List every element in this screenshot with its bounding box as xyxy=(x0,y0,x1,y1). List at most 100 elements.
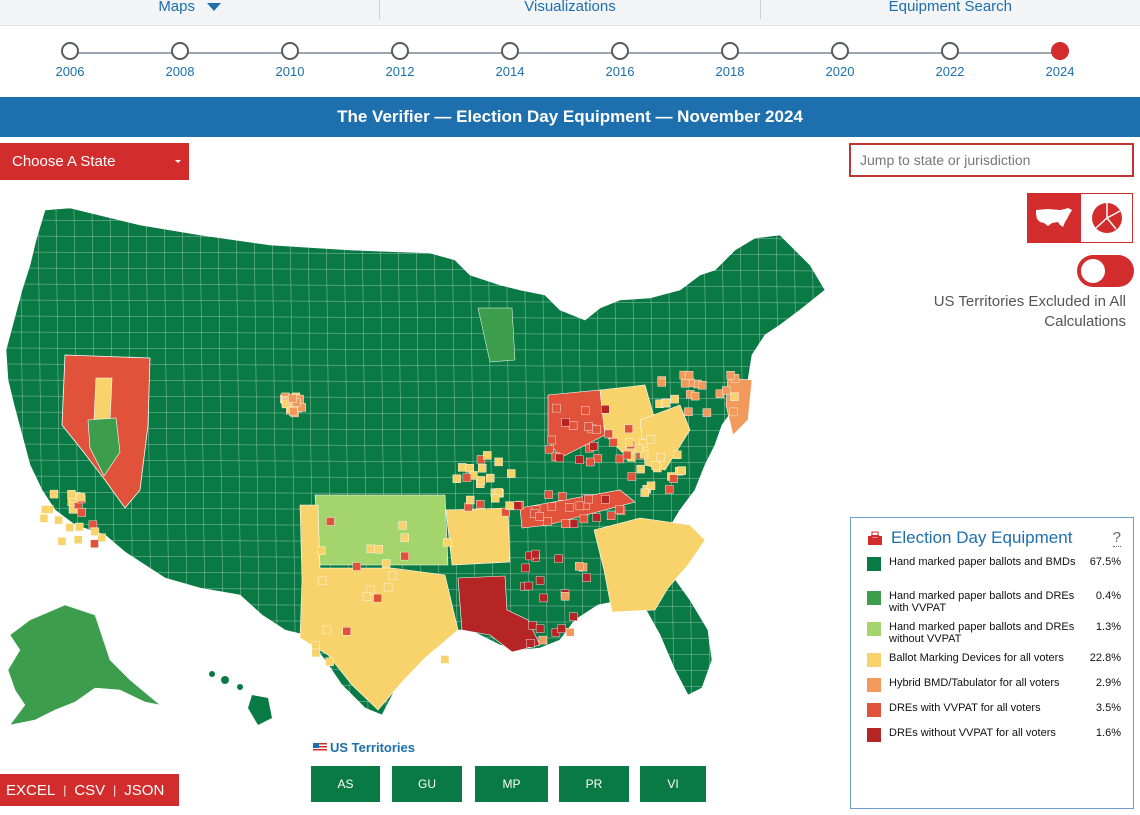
county-patch[interactable] xyxy=(494,457,503,467)
county-patch[interactable] xyxy=(491,494,500,503)
county-patch[interactable] xyxy=(677,466,686,475)
county-patch[interactable] xyxy=(68,505,78,514)
county-patch[interactable] xyxy=(311,641,320,650)
county-patch[interactable] xyxy=(561,519,570,528)
region-bmd-georgia[interactable] xyxy=(593,517,706,613)
county-patch[interactable] xyxy=(670,394,679,404)
county-patch[interactable] xyxy=(592,425,601,434)
county-patch[interactable] xyxy=(680,379,690,388)
county-patch[interactable] xyxy=(557,624,566,633)
legend-item[interactable]: DREs without VVPAT for all voters 1.6% xyxy=(851,727,1133,752)
legend-item[interactable]: Hand marked paper ballots and DREs with … xyxy=(851,590,1133,621)
county-patch[interactable] xyxy=(554,554,563,563)
county-patch[interactable] xyxy=(483,451,492,460)
county-patch[interactable] xyxy=(698,380,707,390)
choose-state-dropdown[interactable]: Choose A State xyxy=(0,143,189,180)
county-patch[interactable] xyxy=(526,639,535,648)
county-patch[interactable] xyxy=(288,394,297,403)
timeline-year-2020[interactable]: 2020 xyxy=(810,42,870,79)
timeline-year-2006[interactable]: 2006 xyxy=(40,42,100,79)
county-patch[interactable] xyxy=(569,519,579,528)
county-patch[interactable] xyxy=(684,371,694,380)
region-hmpb-dre-wisconsin[interactable] xyxy=(477,307,516,363)
county-patch[interactable] xyxy=(49,489,59,499)
county-patch[interactable] xyxy=(589,441,598,451)
county-patch[interactable] xyxy=(673,450,682,459)
territory-button-vi[interactable]: VI xyxy=(640,766,706,802)
county-patch[interactable] xyxy=(381,559,391,568)
timeline-year-2022[interactable]: 2022 xyxy=(920,42,980,79)
legend-item[interactable]: Hand marked paper ballots and BMDs 67.5% xyxy=(851,556,1133,590)
region-hmpb-dre-no-vvpat-kansas[interactable] xyxy=(314,494,449,566)
county-patch[interactable] xyxy=(76,492,86,502)
county-patch[interactable] xyxy=(362,592,372,601)
county-patch[interactable] xyxy=(566,628,575,637)
county-patch[interactable] xyxy=(639,439,648,448)
county-patch[interactable] xyxy=(443,538,452,547)
territory-button-pr[interactable]: PR xyxy=(559,766,629,802)
county-patch[interactable] xyxy=(388,571,397,580)
county-patch[interactable] xyxy=(609,438,618,447)
region-bmd-nevada[interactable] xyxy=(93,377,113,423)
county-patch[interactable] xyxy=(669,474,678,483)
county-patch[interactable] xyxy=(67,490,76,499)
county-patch[interactable] xyxy=(624,424,633,434)
county-patch[interactable] xyxy=(73,535,83,544)
county-patch[interactable] xyxy=(524,581,533,591)
county-patch[interactable] xyxy=(601,404,610,414)
jurisdiction-search-input[interactable] xyxy=(849,143,1134,177)
county-patch[interactable] xyxy=(569,612,578,621)
county-patch[interactable] xyxy=(625,438,634,447)
county-patch[interactable] xyxy=(373,593,382,603)
county-patch[interactable] xyxy=(521,563,530,573)
county-patch[interactable] xyxy=(690,391,700,401)
county-patch[interactable] xyxy=(297,403,306,412)
nav-visualizations[interactable]: Visualizations xyxy=(380,0,761,19)
county-patch[interactable] xyxy=(730,392,739,401)
county-patch[interactable] xyxy=(465,464,474,473)
county-patch[interactable] xyxy=(646,434,655,444)
county-patch[interactable] xyxy=(584,422,593,431)
export-csv-link[interactable]: CSV xyxy=(74,781,106,799)
county-patch[interactable] xyxy=(636,464,645,474)
county-patch[interactable] xyxy=(651,461,660,470)
county-patch[interactable] xyxy=(57,537,67,546)
county-patch[interactable] xyxy=(281,399,291,409)
county-patch[interactable] xyxy=(65,523,75,532)
county-patch[interactable] xyxy=(606,511,616,520)
territory-button-mp[interactable]: MP xyxy=(475,766,548,802)
county-patch[interactable] xyxy=(601,495,610,504)
map-view-button[interactable] xyxy=(1027,193,1080,243)
county-patch[interactable] xyxy=(289,407,298,416)
county-patch[interactable] xyxy=(702,408,712,417)
county-patch[interactable] xyxy=(547,502,557,511)
county-patch[interactable] xyxy=(374,545,383,554)
timeline-year-2024[interactable]: 2024 xyxy=(1030,42,1090,79)
region-hmpb-dre-nevada[interactable] xyxy=(87,417,121,477)
county-patch[interactable] xyxy=(575,562,584,571)
region-hybrid-bmd-new-jersey[interactable] xyxy=(725,377,753,436)
county-patch[interactable] xyxy=(726,370,735,380)
county-patch[interactable] xyxy=(317,576,327,585)
county-patch[interactable] xyxy=(582,573,591,582)
us-equipment-map[interactable] xyxy=(0,190,840,735)
legend-item[interactable]: Hand marked paper ballots and DREs witho… xyxy=(851,621,1133,652)
county-patch[interactable] xyxy=(665,485,674,494)
county-patch[interactable] xyxy=(627,472,637,481)
county-patch[interactable] xyxy=(535,624,545,633)
timeline-year-2018[interactable]: 2018 xyxy=(700,42,760,79)
county-patch[interactable] xyxy=(398,521,407,530)
county-patch[interactable] xyxy=(646,481,656,490)
county-patch[interactable] xyxy=(326,517,335,526)
nav-maps[interactable]: Maps xyxy=(0,0,381,19)
county-patch[interactable] xyxy=(452,474,462,483)
county-patch[interactable] xyxy=(535,576,545,585)
county-patch[interactable] xyxy=(575,455,584,464)
county-patch[interactable] xyxy=(558,492,567,501)
county-patch[interactable] xyxy=(639,449,649,459)
county-patch[interactable] xyxy=(41,505,50,514)
timeline-year-2016[interactable]: 2016 xyxy=(590,42,650,79)
county-patch[interactable] xyxy=(535,512,544,521)
county-patch[interactable] xyxy=(507,469,516,478)
territory-button-gu[interactable]: GU xyxy=(392,766,462,802)
